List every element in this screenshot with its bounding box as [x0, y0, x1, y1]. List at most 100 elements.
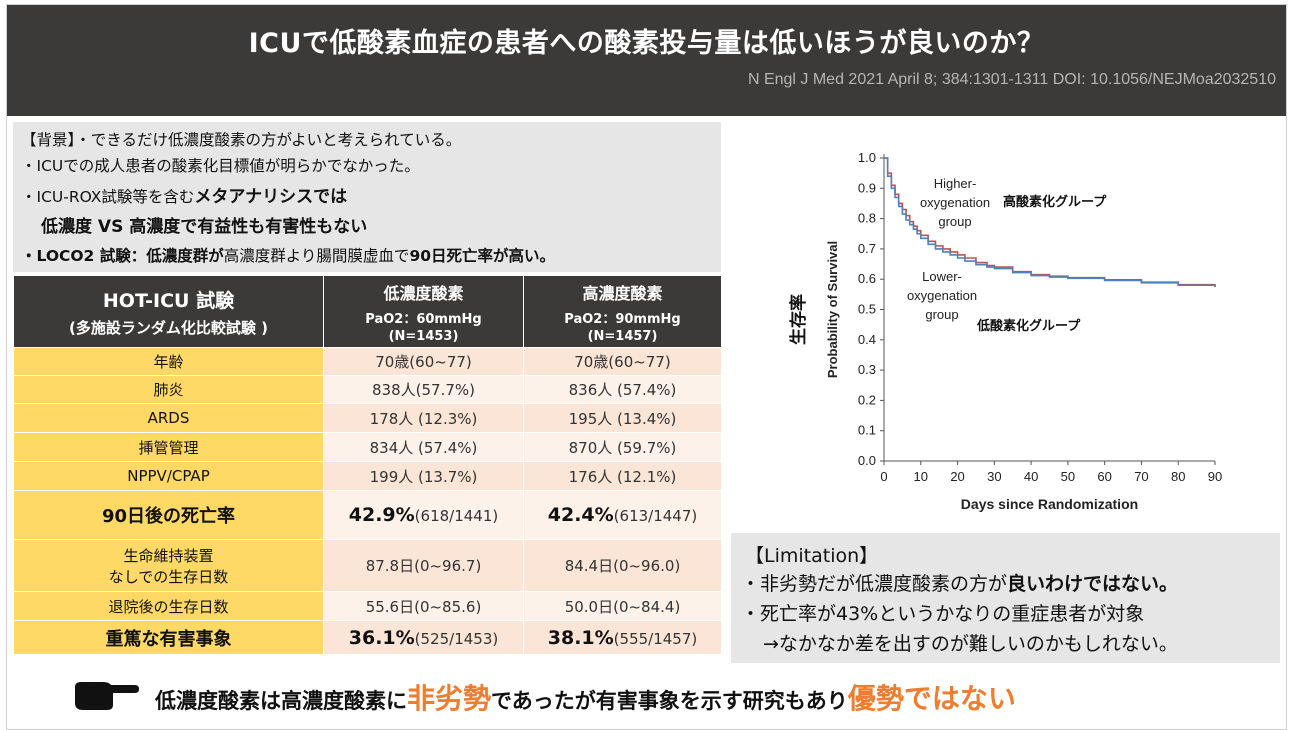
table-row: ARDS 178人 (12.3%) 195人 (13.4%) [13, 403, 722, 433]
limitation-title: 【Limitation】 [745, 545, 879, 567]
limitation-box: 【Limitation】 ・非劣勢だが低濃度酸素の方が良いわけではない。 ・死亡… [731, 533, 1280, 663]
y-axis-label: Probability of Survival [825, 241, 840, 378]
row-label-post-discharge: 退院後の生存日数 [13, 591, 324, 621]
mortality-high-pct: 42.4% [547, 504, 614, 526]
x-tick-label: 50 [1061, 469, 1075, 484]
cell-age-high: 70歳(60~77) [523, 347, 722, 376]
table-row: 退院後の生存日数 55.6日(0~85.6) 50.0日(0~84.4) [13, 591, 722, 621]
background-line-2: ・ICUでの成人患者の酸素化目標値が明らかでなかった。 [21, 157, 420, 175]
lower-group-annotation: Lower- [922, 269, 962, 284]
cell-pneumonia-low: 838人(57.7%) [323, 375, 524, 404]
limitation-line-3: →なかなか差を出すのが難しいのかもしれない。 [763, 633, 1178, 655]
row-label-adverse: 重篤な有害事象 [13, 620, 324, 655]
lower-group-jp-label: 低酸素化グループ [976, 318, 1081, 333]
y-tick-label: 1.0 [858, 150, 876, 165]
page-title: ICUで低酸素血症の患者への酸素投与量は低いほうが良いのか？ [248, 28, 1045, 59]
mortality-low-n: (618/1441) [414, 507, 499, 525]
y-tick-label: 0.3 [858, 362, 876, 377]
citation: N Engl J Med 2021 April 8; 384:1301-1311… [747, 71, 1276, 88]
row-label-mortality: 90日後の死亡率 [13, 490, 324, 540]
y-tick-label: 0.5 [858, 302, 876, 317]
lower-group-annotation: oxygenation [907, 288, 977, 303]
cell-ards-high: 195人 (13.4%) [523, 403, 722, 433]
background-line-3-prefix: ・ICU-ROX試験等を含む [21, 188, 195, 206]
cell-adverse-low: 36.1%(525/1453) [323, 620, 524, 655]
y-tick-label: 0.9 [858, 180, 876, 195]
cell-post-discharge-high: 50.0日(0~84.4) [523, 591, 722, 621]
table-row: 肺炎 838人(57.7%) 836人 (57.4%) [13, 375, 722, 404]
background-line-5-c: 90日死亡率が高い。 [409, 247, 556, 265]
limitation-line-1-a: ・非劣勢だが低濃度酸素の方が [741, 573, 1008, 595]
x-tick-label: 30 [987, 469, 1001, 484]
header-bar: ICUで低酸素血症の患者への酸素投与量は低いほうが良いのか？ N Engl J … [7, 5, 1286, 116]
x-tick-label: 20 [950, 469, 964, 484]
table-row: 挿管管理 834人 (57.4%) 870人 (59.7%) [13, 432, 722, 462]
limitation-line-2: ・死亡率が43%というかなりの重症患者が対象 [741, 603, 1145, 625]
high-group-n: (N=1457) [587, 328, 658, 344]
conclusion-text: 低濃度酸素は高濃度酸素に非劣勢であったが有害事象を示す研究もあり優勢ではない [155, 677, 1016, 717]
mortality-low-pct: 42.9% [348, 504, 415, 526]
higher-group-annotation: group [938, 214, 971, 229]
y-tick-label: 0.6 [858, 271, 876, 286]
cell-age-low: 70歳(60~77) [323, 347, 524, 376]
cell-life-support-high: 84.4日(0~96.0) [523, 539, 722, 592]
conclusion-part-3: であったが有害事象を示す研究もあり [491, 689, 848, 713]
series-line [884, 157, 1216, 288]
table-row: 90日後の死亡率 42.9%(618/1441) 42.4%(613/1447) [13, 490, 722, 540]
cell-intubation-high: 870人 (59.7%) [523, 432, 722, 462]
conclusion-bar: 低濃度酸素は高濃度酸素に非劣勢であったが有害事象を示す研究もあり優勢ではない [7, 667, 1286, 729]
slide: ICUで低酸素血症の患者への酸素投与量は低いほうが良いのか？ N Engl J … [6, 4, 1287, 730]
row-label-nppv: NPPV/CPAP [13, 461, 324, 491]
background-line-5: ・LOCO2 試験：低濃度群が高濃度群より腸間膜虚血で90日死亡率が高い。 [21, 244, 555, 266]
background-line-4: 低濃度 VS 高濃度で有益性も有害性もない [41, 217, 368, 237]
trial-design: (多施設ランダム化比較試験 ) [69, 318, 268, 337]
cell-pneumonia-high: 836人 (57.4%) [523, 375, 722, 404]
conclusion-part-1: 低濃度酸素は高濃度酸素に [155, 689, 407, 713]
x-tick-label: 60 [1097, 469, 1111, 484]
limitation-line-1-b: 良いわけではない。 [1007, 573, 1179, 595]
background-box: 【背景】・できるだけ低濃度酸素の方がよいと考えられている。 ・ICUでの成人患者… [13, 122, 721, 272]
background-line-5-a: ・LOCO2 試験：低濃度群が [21, 247, 224, 265]
conclusion-part-2: 非劣勢 [407, 682, 492, 715]
low-group-pao2: PaO2：60mmHg [365, 311, 482, 327]
cell-intubation-low: 834人 (57.4%) [323, 432, 524, 462]
cell-ards-low: 178人 (12.3%) [323, 403, 524, 433]
limitation-line-1: ・非劣勢だが低濃度酸素の方が良いわけではない。 [741, 569, 1178, 596]
higher-group-annotation: oxygenation [920, 195, 990, 210]
background-line-5-b: 高濃度群より腸間膜虚血で [223, 247, 410, 265]
high-group-title: 高濃度酸素 [582, 283, 663, 303]
table-row: 年齢 70歳(60~77) 70歳(60~77) [13, 347, 722, 376]
cell-nppv-low: 199人 (13.7%) [323, 461, 524, 491]
x-tick-label: 90 [1208, 469, 1222, 484]
row-label-ards: ARDS [13, 403, 324, 433]
pointing-hand-icon [75, 682, 139, 710]
hot-icu-table: HOT-ICU 試験 (多施設ランダム化比較試験 ) 低濃度酸素 PaO2：60… [13, 275, 722, 655]
adverse-low-n: (525/1453) [414, 629, 499, 648]
y-tick-label: 0.8 [858, 211, 876, 226]
table-head-low: 低濃度酸素 PaO2：60mmHg (N=1453) [323, 275, 524, 348]
higher-group-jp-label: 高酸素化グループ [1003, 194, 1107, 209]
row-label-life-support: 生命維持装置 なしでの生存日数 [13, 539, 324, 592]
y-axis-label-jp: 生存率 [788, 294, 808, 345]
y-tick-label: 0.2 [858, 392, 876, 407]
x-axis-label: Days since Randomization [961, 496, 1138, 512]
mortality-high-n: (613/1447) [613, 507, 698, 525]
trial-name: HOT-ICU 試験 [102, 289, 235, 312]
lower-group-annotation: group [925, 307, 958, 322]
table-head-high: 高濃度酸素 PaO2：90mmHg (N=1457) [523, 275, 722, 348]
cell-post-discharge-low: 55.6日(0~85.6) [323, 591, 524, 621]
x-tick-label: 40 [1024, 469, 1038, 484]
table-row: 重篤な有害事象 36.1%(525/1453) 38.1%(555/1457) [13, 620, 722, 655]
conclusion-part-4: 優勢ではない [847, 682, 1016, 715]
cell-life-support-low: 87.8日(0~96.7) [323, 539, 524, 592]
series-line [884, 157, 1216, 287]
life-support-label-2: なしでの生存日数 [108, 567, 229, 586]
x-tick-label: 70 [1134, 469, 1148, 484]
survival-chart: 0.0 0.1 0.2 0.3 0.4 0.5 0.6 0.7 0.8 0.9 1.0 0 10 20 30… [788, 150, 1222, 512]
adverse-low-pct: 36.1% [348, 626, 415, 649]
high-group-pao2: PaO2：90mmHg [564, 311, 681, 327]
y-tick-label: 0.0 [858, 453, 876, 468]
adverse-high-n: (555/1457) [613, 629, 698, 648]
x-tick-label: 0 [880, 469, 887, 484]
cell-mortality-low: 42.9%(618/1441) [323, 490, 524, 540]
